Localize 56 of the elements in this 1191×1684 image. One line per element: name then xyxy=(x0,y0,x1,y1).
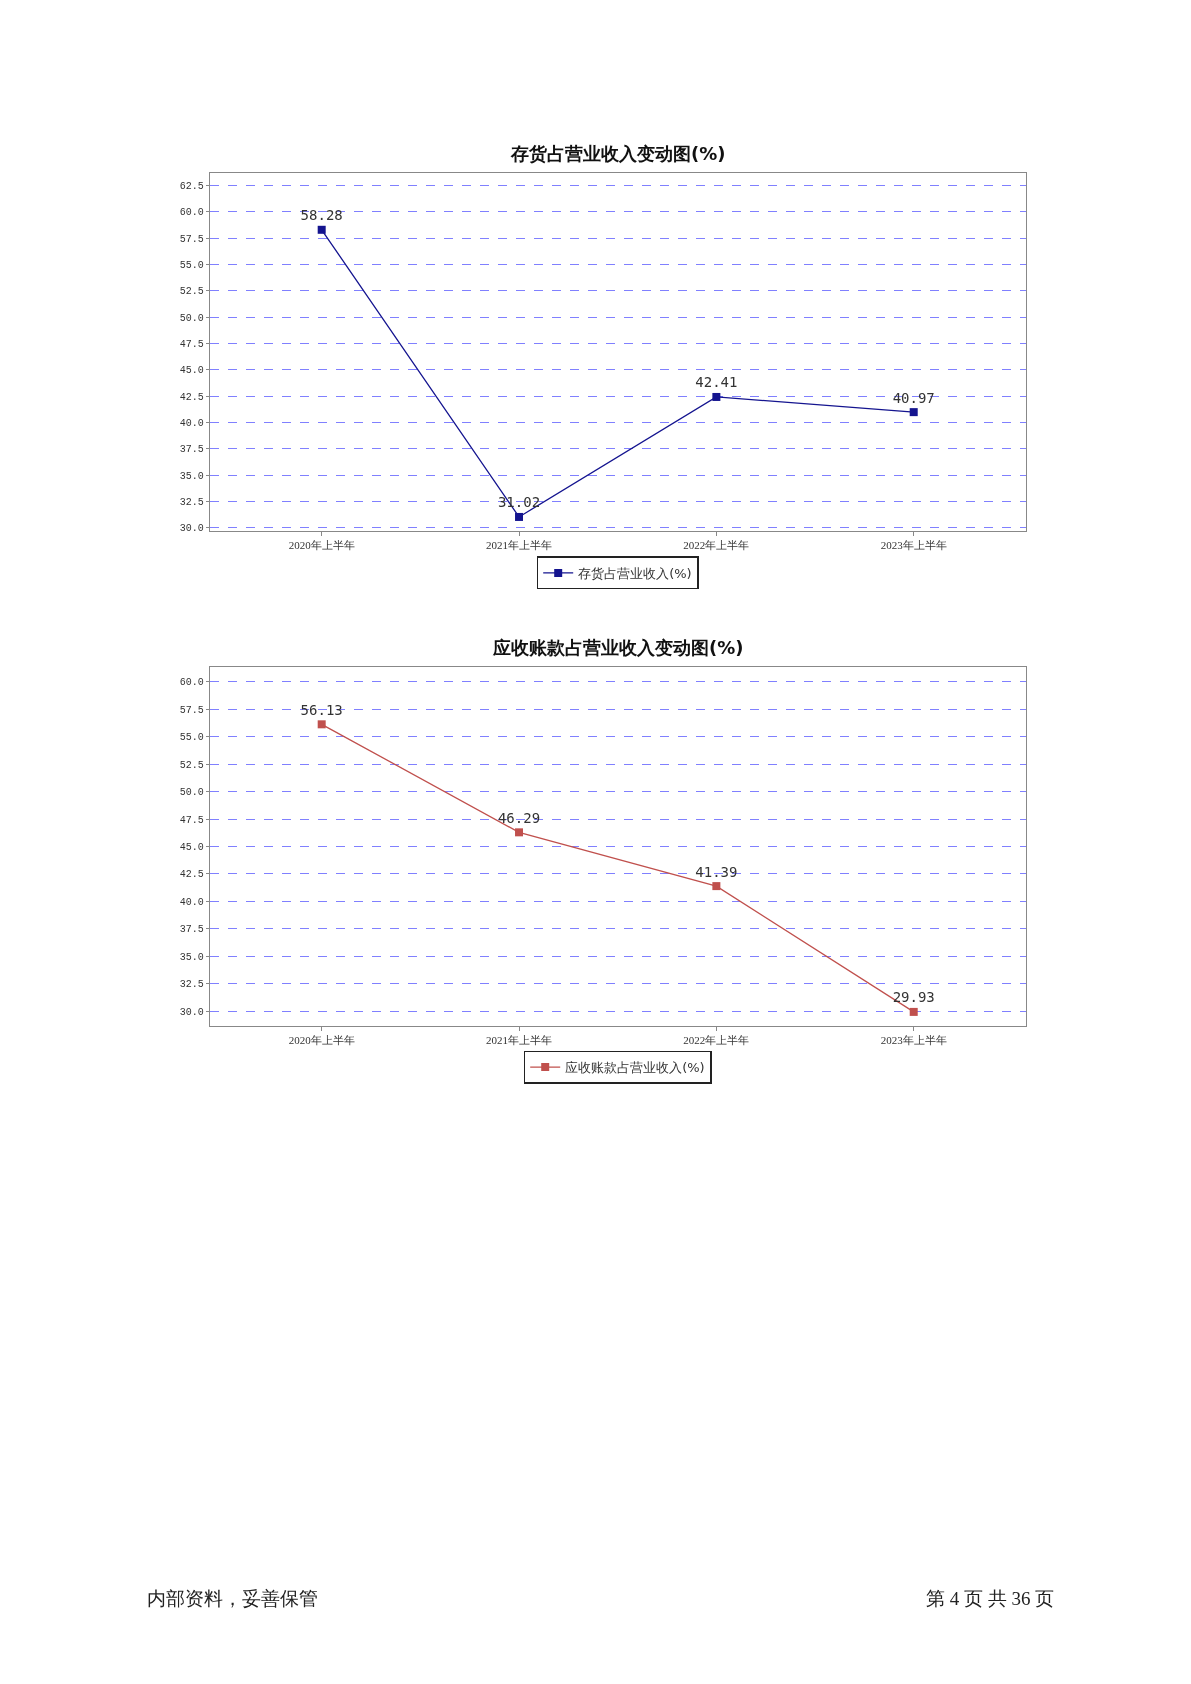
data-label: 42.41 xyxy=(695,374,738,391)
point xyxy=(515,828,524,837)
y-tick-label: 45.0 xyxy=(179,365,204,377)
y-tick-label: 62.5 xyxy=(179,180,204,192)
y-tick-label: 37.5 xyxy=(179,444,204,456)
y-tick-label: 52.5 xyxy=(179,286,204,298)
text: 内部资料，妥善保管 xyxy=(147,1588,318,1609)
y-tick-label: 47.5 xyxy=(179,338,204,350)
point xyxy=(712,392,721,401)
legend-label: 应收账款占营业收入(%) xyxy=(565,1060,705,1076)
y-tick-label: 55.0 xyxy=(179,259,204,271)
y-tick-label: 35.0 xyxy=(179,951,204,963)
data-label: 40.97 xyxy=(892,389,935,406)
y-tick-label: 45.0 xyxy=(179,841,204,853)
y-tick-label: 55.0 xyxy=(179,732,204,744)
y-tick-label: 35.0 xyxy=(179,470,204,482)
point xyxy=(712,882,721,891)
point xyxy=(317,225,326,234)
data-label: 58.28 xyxy=(300,207,343,224)
chart-title: 应收账款占营业收入变动图(%) xyxy=(492,637,744,658)
y-tick-label: 57.5 xyxy=(179,233,204,245)
y-tick-label: 42.5 xyxy=(179,869,204,881)
y-tick-label: 40.0 xyxy=(179,896,204,908)
y-tick-label: 37.5 xyxy=(179,924,204,936)
chart-title: 存货占营业收入变动图(%) xyxy=(510,143,726,164)
y-tick-label: 57.5 xyxy=(179,704,204,716)
y-tick-label: 42.5 xyxy=(179,391,204,403)
y-tick-label: 52.5 xyxy=(179,759,204,771)
y-tick-label: 30.0 xyxy=(179,1006,204,1018)
data-label: 41.39 xyxy=(695,863,738,880)
text: 第 4 页 共 36 页 xyxy=(926,1588,1055,1609)
x-tick-label: 2023年上半年 xyxy=(880,539,947,552)
point xyxy=(909,408,918,417)
x-tick-label: 2022年上半年 xyxy=(683,1034,750,1047)
y-tick-label: 47.5 xyxy=(179,814,204,826)
y-tick-label: 30.0 xyxy=(179,523,204,535)
x-tick-label: 2020年上半年 xyxy=(288,539,355,552)
y-tick-label: 32.5 xyxy=(179,979,204,991)
data-label: 46.29 xyxy=(497,809,541,826)
y-tick-label: 60.0 xyxy=(179,207,204,219)
y-tick-label: 32.5 xyxy=(179,496,204,508)
x-tick-label: 2021年上半年 xyxy=(486,1034,553,1047)
y-tick-label: 60.0 xyxy=(179,677,204,689)
x-tick-label: 2021年上半年 xyxy=(486,539,553,552)
x-tick-label: 2020年上半年 xyxy=(288,1034,355,1047)
data-label: 56.13 xyxy=(300,701,343,718)
point xyxy=(317,720,326,729)
x-tick-label: 2023年上半年 xyxy=(880,1034,947,1047)
y-tick-label: 50.0 xyxy=(179,787,204,799)
y-tick-label: 40.0 xyxy=(179,417,204,429)
y-tick-label: 50.0 xyxy=(179,312,204,324)
legend-label: 存货占营业收入(%) xyxy=(578,566,692,581)
x-tick-label: 2022年上半年 xyxy=(683,539,750,552)
point xyxy=(515,512,524,521)
data-label: 29.93 xyxy=(892,989,935,1006)
point xyxy=(909,1007,918,1016)
